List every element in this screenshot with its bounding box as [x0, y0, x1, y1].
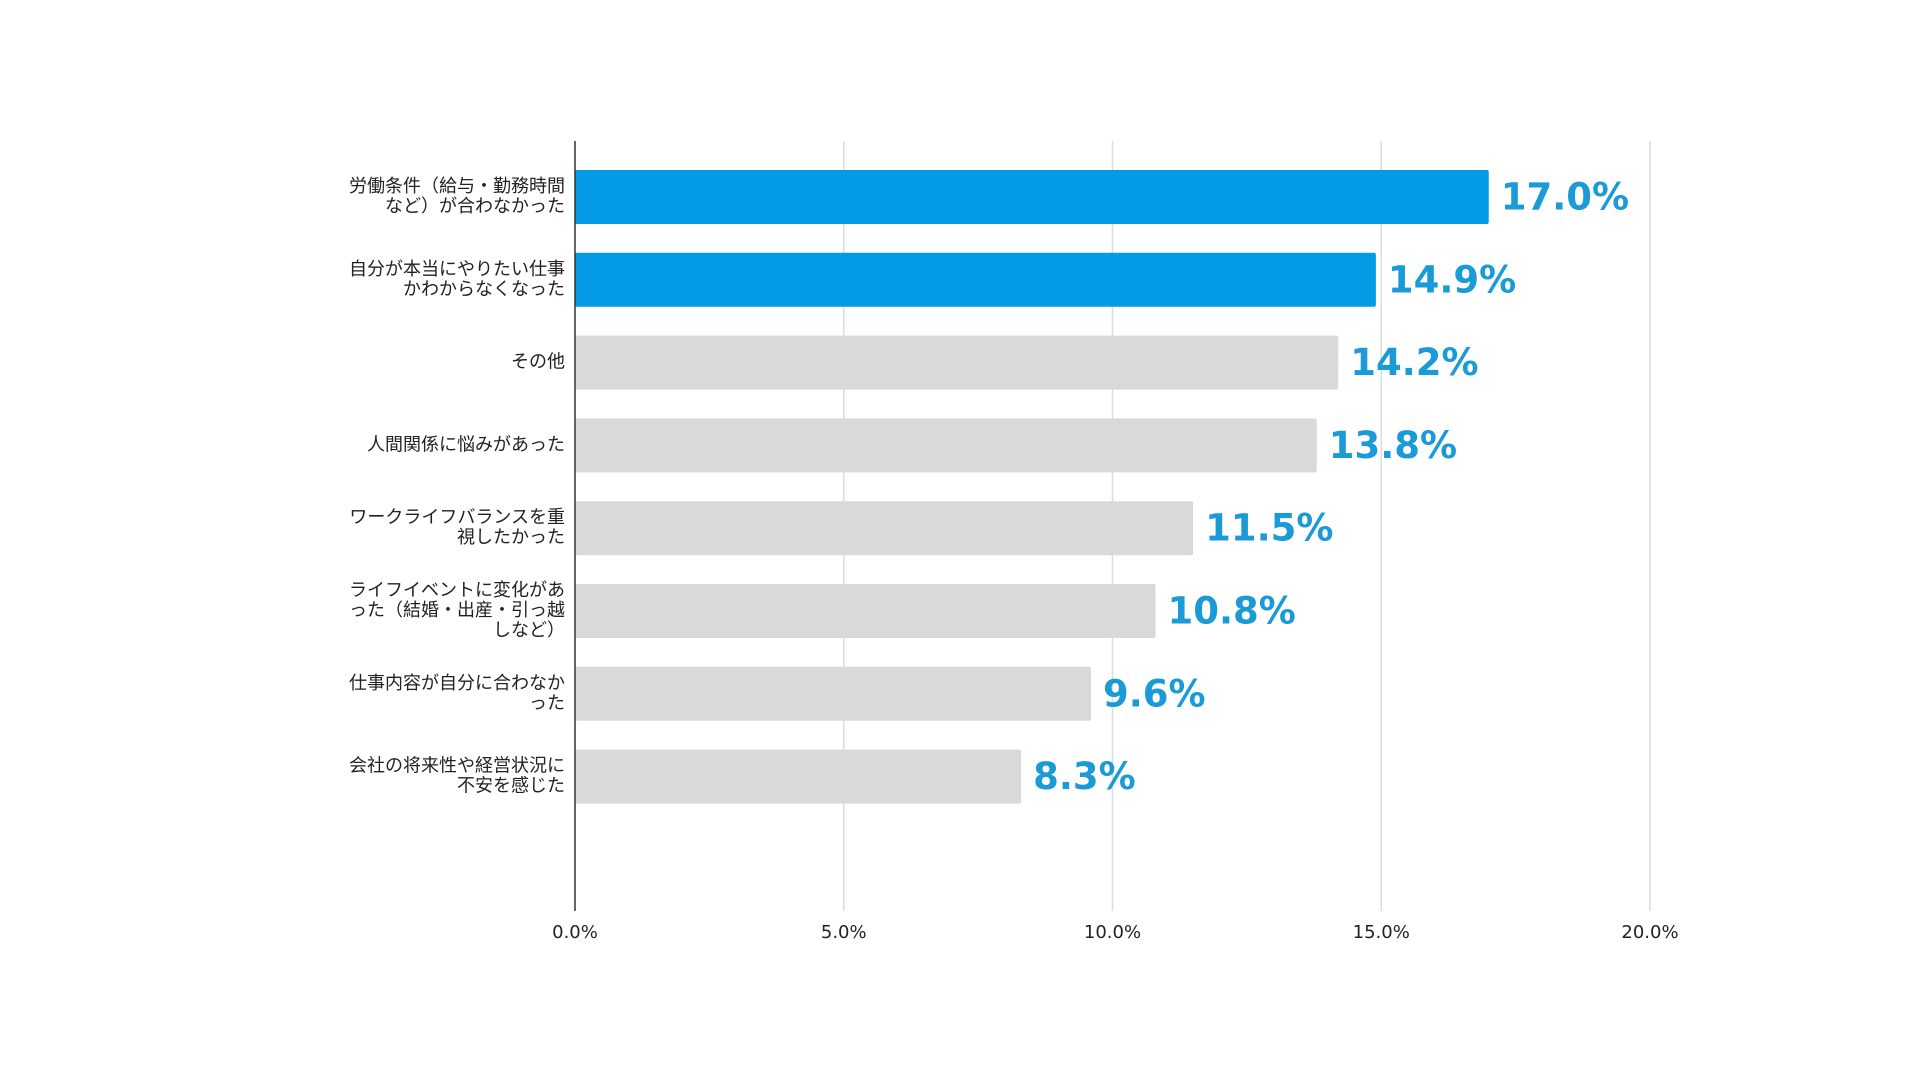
bar	[575, 501, 1194, 556]
value-label: 8.3%	[1033, 755, 1136, 798]
category-label-line: ライフイベントに変化があ	[349, 580, 565, 601]
category-label: 仕事内容が自分に合わなかった	[349, 673, 565, 714]
category-label-line: 仕事内容が自分に合わなか	[349, 673, 565, 694]
category-label: その他	[511, 352, 565, 373]
category-label-line: 自分が本当にやりたい仕事	[349, 259, 565, 280]
value-label: 11.5%	[1205, 507, 1333, 550]
category-label-line: かわからなくなった	[403, 279, 565, 300]
value-label: 17.0%	[1501, 176, 1629, 219]
bar	[575, 749, 1022, 804]
category-label-line: 労働条件（給与・勤務時間	[349, 176, 565, 197]
category-label-line: その他	[511, 352, 565, 373]
x-tick-label: 10.0%	[1084, 922, 1141, 943]
category-label: 自分が本当にやりたい仕事かわからなくなった	[349, 259, 565, 300]
category-label-line: しなど）	[493, 620, 565, 641]
x-tick-label: 0.0%	[552, 922, 598, 943]
category-label: 会社の将来性や経営状況に不安を感じた	[349, 756, 565, 797]
category-label: ワークライフバランスを重視したかった	[349, 507, 565, 548]
value-label: 14.2%	[1350, 341, 1478, 384]
value-label: 9.6%	[1103, 672, 1206, 715]
category-label-line: 不安を感じた	[457, 776, 565, 797]
category-label-line: った（結婚・出産・引っ越	[349, 600, 565, 621]
value-label: 13.8%	[1329, 424, 1457, 467]
bar	[575, 584, 1156, 638]
bar	[575, 418, 1317, 473]
category-label-line: 人間関係に悩みがあった	[367, 434, 565, 455]
category-label-line: など）が合わなかった	[385, 196, 565, 217]
category-label: ライフイベントに変化があった（結婚・出産・引っ越しなど）	[349, 580, 565, 641]
category-label: 労働条件（給与・勤務時間など）が合わなかった	[349, 176, 565, 217]
category-label-line: 視したかった	[457, 527, 565, 548]
bar	[575, 252, 1376, 307]
value-label: 10.8%	[1168, 590, 1296, 633]
bar	[575, 335, 1339, 390]
category-label: 人間関係に悩みがあった	[367, 434, 565, 455]
x-tick-label: 15.0%	[1353, 922, 1410, 943]
category-label-line: 会社の将来性や経営状況に	[349, 756, 565, 777]
x-tick-label: 20.0%	[1621, 922, 1678, 943]
category-label-line: ワークライフバランスを重	[349, 507, 565, 528]
category-label-line: った	[529, 693, 565, 714]
x-tick-label: 5.0%	[821, 922, 867, 943]
value-label: 14.9%	[1388, 258, 1516, 301]
bar	[575, 170, 1489, 224]
bar	[575, 666, 1091, 721]
